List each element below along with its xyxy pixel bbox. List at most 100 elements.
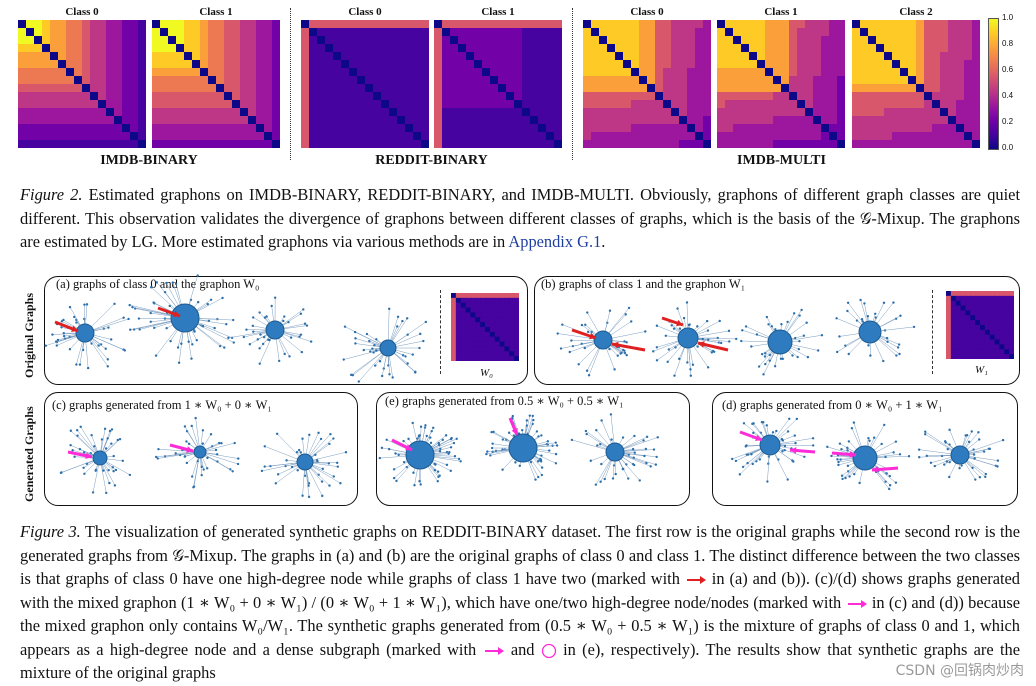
hub-node [92,450,108,466]
graph-node [779,357,783,360]
graph-node [290,465,294,469]
graph-node [741,329,744,332]
graph-node [982,450,986,453]
graph-node [752,431,755,435]
graph-node [191,343,194,346]
graph-node [868,439,871,442]
graph-node [385,438,388,441]
graph-node [885,336,889,340]
graph-node [392,468,396,471]
graph-node [335,461,339,465]
graph-node [110,338,113,341]
graph-node [894,481,898,484]
graph-node [568,350,571,354]
red-arrow-icon [686,576,706,585]
graph-node [587,374,591,377]
graph-node [300,350,304,354]
graph-node [68,305,72,309]
graph-node [610,438,613,441]
graph-node [781,439,785,442]
graph-node [328,442,331,446]
graph-node [816,349,820,352]
graph-node [455,437,458,440]
graph-node [883,423,886,427]
graph-node [297,448,301,452]
graph-node [365,332,369,336]
graph-node [112,470,115,473]
graph-node [419,483,422,486]
graph-node [419,425,423,428]
graph-node [276,473,280,476]
graph-node [368,339,371,343]
caption-part: and [504,639,541,659]
graph-node [839,458,842,461]
arrow-head [698,341,705,348]
graph-node [599,442,602,446]
graph-node [701,337,704,341]
caption-part: in (a) and (b)). (c)/(d) shows graphs ge… [20,569,1020,612]
graph-node [411,353,414,356]
graph-node [746,461,749,465]
graph-node [501,438,505,441]
graph-node [149,311,152,315]
graph-node [802,334,806,337]
graph-node [416,437,419,440]
graph-node [627,477,630,480]
graph-node [826,445,829,449]
graph-node [414,370,417,373]
graph-node [781,450,784,453]
colorbar-tick: 0.2 [1002,117,1014,126]
graph-node [60,326,63,329]
graph-node [174,452,177,455]
graph-node [638,479,641,482]
graph-node [163,455,167,458]
graph-node [105,491,108,495]
graph-node [395,479,398,483]
graph-node [625,341,628,344]
graph-node [169,339,172,343]
graph-node [973,457,976,460]
graph-node [85,303,89,306]
graph-node [707,338,710,342]
hub-node [858,320,882,344]
graph-node [425,434,428,438]
graph-node [437,475,440,479]
graph-node [83,317,86,321]
graph-node [417,435,421,438]
arrow-head [405,444,412,451]
graph-node [780,323,783,326]
graph-node [750,345,753,348]
graph-node [673,374,676,377]
graph-node [163,290,167,294]
graph-node [727,329,731,333]
graph-node [388,373,391,376]
graph-node [206,302,209,306]
graph-node [362,348,365,352]
graph-node [75,428,79,432]
panel-a-label: (a) graphs of class 0 and the graphon W₀ [56,277,260,291]
graph-node [882,359,885,363]
appendix-link[interactable]: Appendix G.1 [508,232,602,251]
graph-node [218,441,221,445]
graph-node [176,346,180,349]
graph-node [873,436,876,439]
graph-node [898,352,901,356]
graph-node [895,354,898,357]
graph-node [972,453,976,456]
graph-node [438,449,442,453]
graph-node [190,357,193,360]
graph-node [190,424,193,428]
graph-node [418,346,421,350]
graph-node [342,358,345,361]
graph-node [114,468,118,472]
graph-node [645,461,648,465]
graph-node [765,315,769,319]
graph-node [892,301,895,304]
graph-node [449,437,453,441]
graph-node [180,342,183,345]
graph-node [434,463,437,466]
graph-node [786,320,789,324]
graph-node [406,362,409,365]
graph-node [448,450,451,454]
graph-node [1001,438,1005,442]
